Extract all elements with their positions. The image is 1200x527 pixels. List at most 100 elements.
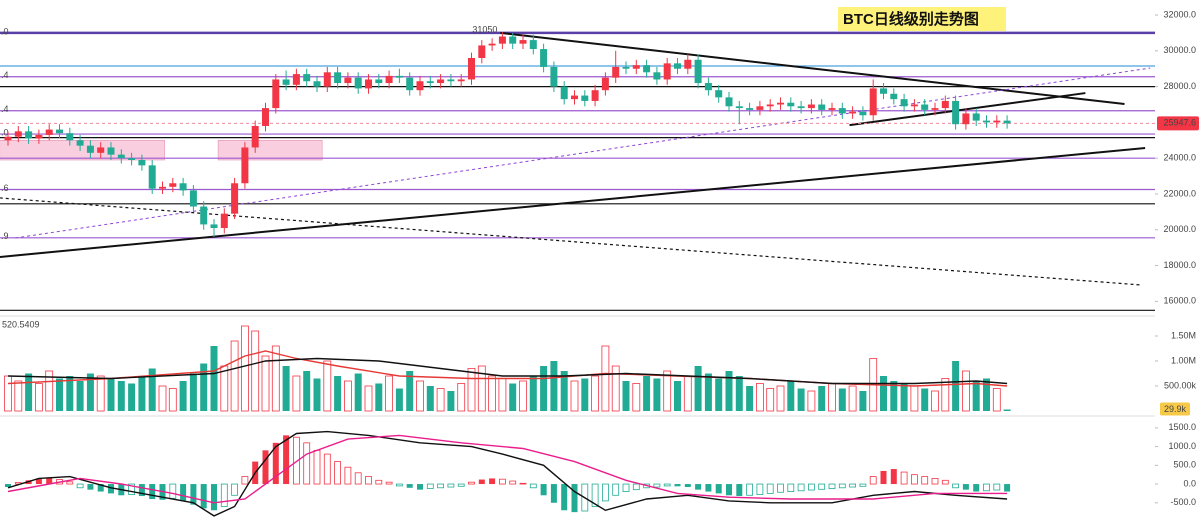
candle-body [76,140,84,146]
candle-body [292,74,300,85]
volume-bar [859,391,867,411]
volume-bar [354,373,362,411]
y-tick-label: 500.00k [1164,380,1197,390]
macd-bar [220,483,228,507]
candle-body [45,129,53,135]
volume-bar [704,373,712,411]
macd-bar [726,484,732,496]
macd-bar [323,453,331,485]
macd-bar [262,450,269,485]
macd-bar [489,478,496,485]
macd-bar [529,483,537,489]
volume-bar [395,388,403,411]
candle-body [395,75,403,78]
macd-bar [180,484,187,501]
level-label: .4 [1,104,9,114]
macd-bar [406,484,413,488]
candle-body [715,90,723,98]
candle-body [900,99,908,107]
macd-bar [766,483,774,494]
candle-body [313,81,321,87]
level-label: .4 [1,70,9,80]
volume-bar [818,386,826,411]
y-tick-label: 1500.0 [1168,422,1196,432]
macd-bar [200,484,207,509]
volume-bar [282,366,290,411]
volume-bar [900,383,908,411]
volume-bar [509,383,517,411]
volume-bar [962,370,970,412]
volume-bar [488,375,497,412]
candle-body [128,158,136,160]
y-tick-label: 24000.0 [1163,153,1196,163]
macd-bar [663,483,671,487]
macd-bar [828,483,836,489]
candle-body [1003,120,1011,124]
macd-bar [571,484,578,513]
candle-body [684,59,692,69]
level-label: .9 [1,231,9,241]
volume-bar [96,375,105,412]
y-tick-label: 16000.0 [1163,296,1196,306]
candle-body [519,40,527,44]
macd-bar [941,479,949,485]
volume-bar [797,388,805,411]
candle-body [262,108,269,126]
y-tick-label: 1.00M [1171,355,1196,365]
candle-body [529,40,537,50]
volume-bar [189,373,197,411]
candle-body [612,66,620,78]
macd-bar [138,484,145,497]
candle-body [601,77,609,91]
macd-bar [426,483,434,489]
volume-bar [66,376,74,411]
candle-body [200,206,208,225]
macd-bar [437,483,445,489]
y-tick-label: 20000.0 [1163,224,1196,234]
volume-bar [983,378,990,411]
macd-bar [632,483,640,491]
candle-body [756,106,764,110]
candle-body [962,113,970,125]
macd-bar [838,483,846,489]
macd-bar [313,449,321,485]
candle-body [210,224,218,228]
volume-bar [117,381,125,411]
macd-bar [231,483,239,496]
volume-bar [477,365,486,412]
candle-body [581,95,589,101]
macd-bar [283,435,290,485]
macd-bar [705,484,712,492]
candle-body [498,36,506,44]
candle-body [220,213,228,228]
macd-bar [962,484,969,490]
current-price-label: 25947.6 [1163,118,1196,128]
volume-bar [725,371,733,411]
chart-title: BTC日线级别走势图 [843,10,979,28]
level-label: .6 [1,183,9,193]
candle-body [890,93,898,100]
candle-body [921,104,929,110]
macd-bar [715,484,722,494]
macd-bar [519,482,527,485]
volume-bar [519,380,527,412]
macd-bar [128,483,136,495]
macd-bar [1004,484,1011,492]
candle-body [766,104,774,107]
title-box [838,7,1006,31]
candle-body [25,131,33,139]
candle-body [251,125,259,148]
macd-bar [746,483,753,496]
macd-bar [344,466,352,485]
volume-bar [210,346,218,411]
candle-body [14,131,22,137]
volume-bar [323,360,332,412]
volume-bar [128,383,136,411]
current-volume-label: 29.9k [1164,404,1187,414]
macd-bar [354,472,362,485]
volume-bar [313,378,321,411]
candle-body [653,72,661,80]
volume-bar [467,368,476,412]
candle-body [334,72,342,84]
